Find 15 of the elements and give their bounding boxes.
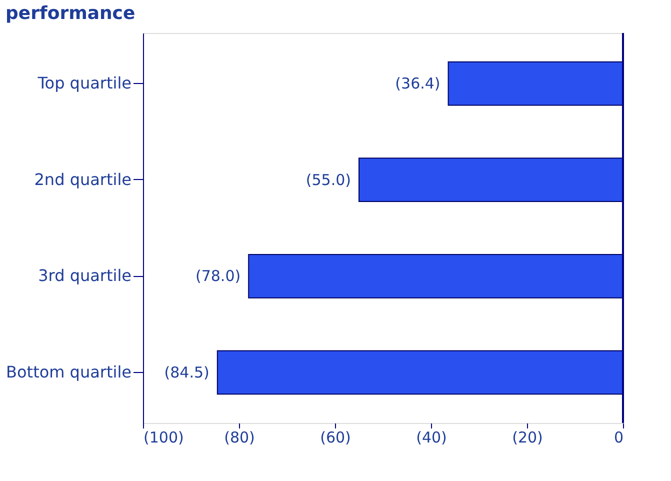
data-label: (78.0)	[195, 267, 241, 286]
x-tick-label: (60)	[320, 428, 351, 446]
data-label: (84.5)	[164, 363, 210, 382]
y-tick-label: Bottom quartile	[6, 362, 132, 382]
x-tick-label: (40)	[416, 428, 447, 446]
y-tick-label: 3rd quartile	[38, 266, 132, 286]
chart-title: performance	[6, 3, 136, 24]
data-label: (55.0)	[306, 170, 351, 189]
y-tick-label: 2nd quartile	[34, 170, 132, 189]
x-tick-label: 0	[614, 428, 624, 446]
x-tick-label: (100)	[144, 428, 184, 446]
x-tick-label: (20)	[512, 428, 543, 446]
y-tick-label: Top quartile	[36, 74, 132, 93]
data-label: (36.4)	[395, 74, 440, 93]
x-tick-label: (80)	[224, 428, 255, 446]
